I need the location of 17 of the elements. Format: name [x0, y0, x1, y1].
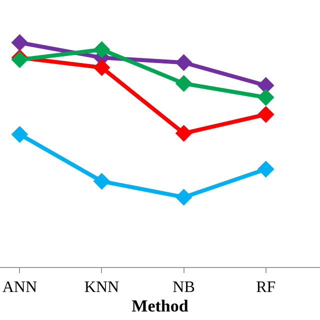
point — [11, 34, 28, 52]
point — [93, 41, 110, 58]
x-tick-label: KNN — [84, 279, 120, 296]
point — [11, 126, 28, 143]
point — [175, 124, 192, 142]
point — [93, 59, 110, 76]
x-axis-title: Method — [132, 296, 189, 316]
point — [93, 172, 110, 190]
point — [257, 106, 274, 123]
x-tick-label: RF — [256, 279, 276, 296]
point — [257, 160, 274, 178]
point — [175, 54, 192, 72]
x-tick-label: ANN — [2, 279, 38, 296]
point — [175, 75, 192, 92]
point — [257, 88, 274, 106]
x-tick-label: NB — [172, 279, 195, 296]
point — [175, 188, 192, 206]
